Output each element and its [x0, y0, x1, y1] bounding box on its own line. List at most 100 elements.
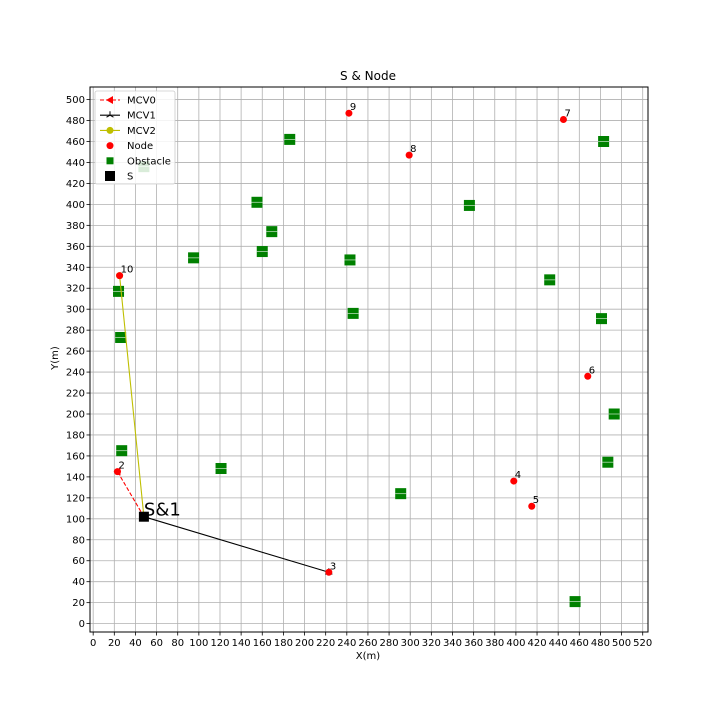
x-tick-label: 80 [171, 638, 184, 649]
x-tick-label: 20 [108, 638, 121, 649]
x-tick-label: 460 [570, 638, 589, 649]
x-tick-label: 300 [401, 638, 420, 649]
y-tick-label: 340 [66, 263, 85, 274]
node-label: 5 [533, 495, 539, 506]
node-label: 9 [350, 102, 356, 113]
y-tick-label: 260 [66, 347, 85, 358]
legend-entry-obstacle-label: Obstacle [127, 156, 171, 167]
x-tick-label: 420 [527, 638, 546, 649]
y-tick-label: 80 [72, 535, 85, 546]
node-label: 3 [330, 561, 336, 572]
legend-entry-node-marker [106, 142, 114, 150]
legend-entry-obstacle-marker [106, 157, 114, 165]
y-tick-label: 200 [66, 410, 85, 421]
y-tick-label: 20 [72, 598, 85, 609]
legend-entry-mcv1-marker [106, 111, 114, 118]
y-tick-label: 120 [66, 493, 85, 504]
y-tick-label: 240 [66, 368, 85, 379]
node-label: 10 [121, 265, 134, 276]
x-tick-label: 60 [150, 638, 163, 649]
node-layer: 2 3 4 5 6 7 8 9 10 [113, 102, 595, 576]
obstacle-layer [113, 133, 620, 608]
x-tick-label: 360 [464, 638, 483, 649]
legend-box [94, 90, 176, 185]
legend-entry-mcv2-label: MCV2 [127, 126, 156, 137]
node-marker [345, 109, 353, 117]
plot-frame [89, 86, 649, 633]
y-tick-label: 60 [72, 556, 85, 567]
node-marker [559, 115, 567, 123]
grid [90, 87, 648, 632]
node-marker [510, 477, 518, 485]
legend-entry-mcv1-label: MCV1 [127, 111, 156, 122]
node-marker [528, 502, 536, 510]
chart-title: S & Node [340, 69, 396, 83]
route-mcv0 [117, 471, 145, 517]
legend: MCV0 MCV1 MCV2 Node Obstacle S [94, 90, 176, 185]
x-tick-label: 220 [316, 638, 335, 649]
route-mcv2 [119, 275, 145, 517]
station-marker [138, 511, 149, 522]
y-tick-label: 140 [66, 472, 85, 483]
node-label: 2 [118, 461, 124, 472]
legend-entry-s-marker [105, 171, 115, 181]
node-label: 6 [589, 365, 595, 376]
y-tick-label: 300 [66, 305, 85, 316]
x-tick-label: 340 [443, 638, 462, 649]
legend-entry-s-label: S [127, 172, 133, 183]
x-tick-label: 440 [549, 638, 568, 649]
y-tick-label: 420 [66, 179, 85, 190]
y-tick-label: 280 [66, 326, 85, 337]
route-mcv1 [143, 516, 329, 573]
y-tick-label: 180 [66, 430, 85, 441]
station-layer: S&1 [138, 500, 181, 522]
legend-entry-node-label: Node [127, 141, 153, 152]
y-tick-label: 100 [66, 514, 85, 525]
node-marker [584, 372, 592, 380]
node-label: 7 [564, 108, 570, 119]
y-tick-label: 40 [72, 577, 85, 588]
node-marker [113, 468, 121, 476]
node-marker [405, 151, 413, 159]
legend-entry-mcv0-marker [106, 96, 113, 104]
x-tick-label: 100 [189, 638, 208, 649]
node-marker [116, 272, 124, 280]
y-tick-label: 220 [66, 389, 85, 400]
x-tick-label: 180 [274, 638, 293, 649]
node-label: 8 [410, 144, 416, 155]
x-tick-label: 280 [380, 638, 399, 649]
x-tick-label: 0 [90, 638, 96, 649]
x-tick-label: 500 [612, 638, 631, 649]
x-tick-label: 40 [129, 638, 142, 649]
x-tick-label: 380 [485, 638, 504, 649]
legend-entry-mcv2-marker [106, 126, 114, 134]
y-tick-label: 460 [66, 137, 85, 148]
x-tick-label: 320 [422, 638, 441, 649]
node-label: 4 [515, 470, 521, 481]
y-tick-label: 0 [79, 619, 85, 630]
y-tick-label: 160 [66, 451, 85, 462]
x-tick-label: 200 [295, 638, 314, 649]
y-tick-label: 360 [66, 242, 85, 253]
station-label: S&1 [144, 500, 181, 521]
node-marker [325, 568, 333, 576]
y-tick-label: 480 [66, 116, 85, 127]
y-tick-label: 400 [66, 200, 85, 211]
x-tick-label: 480 [591, 638, 610, 649]
x-tick-label: 260 [358, 638, 377, 649]
x-tick-label: 240 [337, 638, 356, 649]
y-tick-label: 380 [66, 221, 85, 232]
x-tick-label: 160 [253, 638, 272, 649]
route-layer [113, 272, 333, 575]
x-tick-label: 520 [633, 638, 652, 649]
y-axis-label: Y(m) [50, 346, 61, 371]
y-tick-label: 320 [66, 284, 85, 295]
axes: 0 20 40 60 80 100 120 140 160 180 200 220 240 260 280 3… [66, 86, 652, 649]
y-tick-label: 440 [66, 158, 85, 169]
x-tick-label: 140 [232, 638, 251, 649]
tri-arm [106, 114, 111, 118]
x-tick-label: 400 [506, 638, 525, 649]
tri-arm [109, 114, 114, 118]
x-tick-label: 120 [210, 638, 229, 649]
